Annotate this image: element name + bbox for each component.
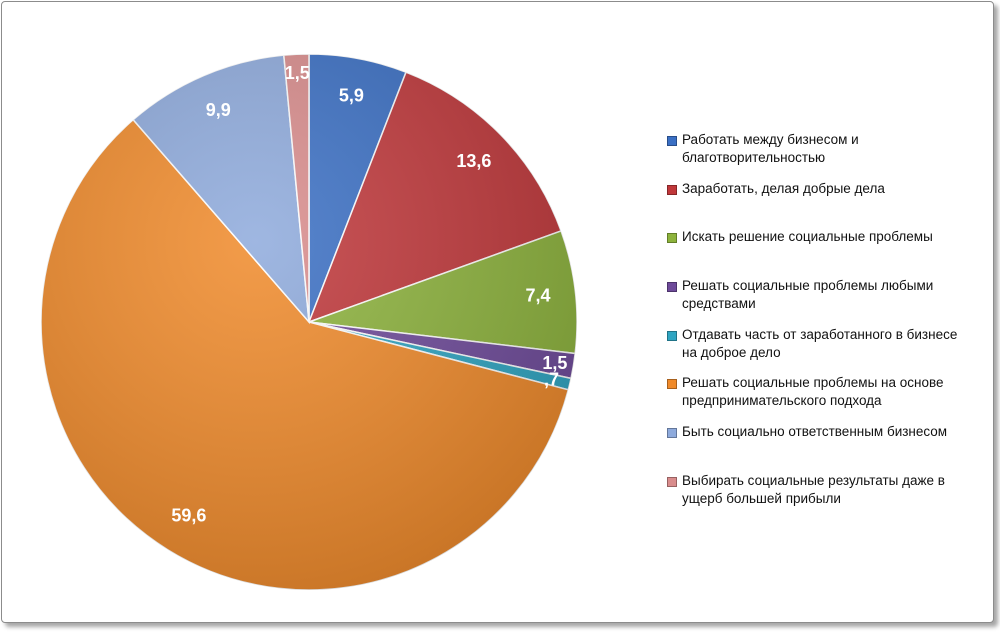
legend-swatch — [667, 330, 677, 341]
data-label: 13,6 — [456, 151, 491, 171]
legend-label: Решать социальные проблемы на основе пре… — [682, 375, 944, 409]
legend-swatch — [667, 136, 677, 146]
legend-item: Заработать, делая добрые дела — [667, 180, 967, 229]
legend-label: Заработать, делая добрые дела — [682, 180, 885, 196]
legend-item: Решать социальные проблемы на основе пре… — [667, 374, 967, 423]
data-label: 1,5 — [285, 63, 310, 83]
data-label: 1,5 — [542, 353, 567, 373]
legend-label: Быть социально ответственным бизнесом — [682, 424, 948, 440]
data-label: ,7 — [544, 370, 559, 390]
chart-frame: 5,9 13,6 7,4 1,5,7 59,6 9,9 1,5 Работать между… — [1, 1, 994, 623]
legend-item: Искать решение социальные проблемы — [667, 228, 967, 277]
data-label: 9,9 — [206, 100, 231, 120]
data-label: 59,6 — [171, 506, 206, 526]
legend-item: Решать социальные проблемы любыми средст… — [667, 277, 967, 326]
legend-item: Выбирать социальные результаты даже в ущ… — [667, 472, 967, 521]
legend-swatch — [667, 184, 677, 195]
legend-swatch — [667, 233, 677, 244]
data-label: 7,4 — [525, 286, 550, 306]
legend-label: Работать между бизнесом и благотворитель… — [682, 132, 859, 165]
legend-item: Быть социально ответственным бизнесом — [667, 423, 967, 472]
legend-swatch — [667, 476, 677, 487]
legend-label: Выбирать социальные результаты даже в ущ… — [682, 472, 945, 506]
data-label: 5,9 — [339, 85, 364, 105]
legend-swatch — [667, 428, 677, 439]
legend-item: Отдавать часть от заработанного в бизнес… — [667, 326, 967, 375]
legend-label: Решать социальные проблемы любыми средст… — [682, 278, 934, 312]
legend-swatch — [667, 282, 677, 293]
legend: Работать между бизнесом и благотворитель… — [667, 131, 967, 521]
legend-item: Работать между бизнесом и благотворитель… — [667, 131, 967, 180]
legend-label: Отдавать часть от заработанного в бизнес… — [682, 326, 958, 360]
legend-swatch — [667, 379, 677, 390]
legend-label: Искать решение социальные проблемы — [682, 229, 933, 245]
